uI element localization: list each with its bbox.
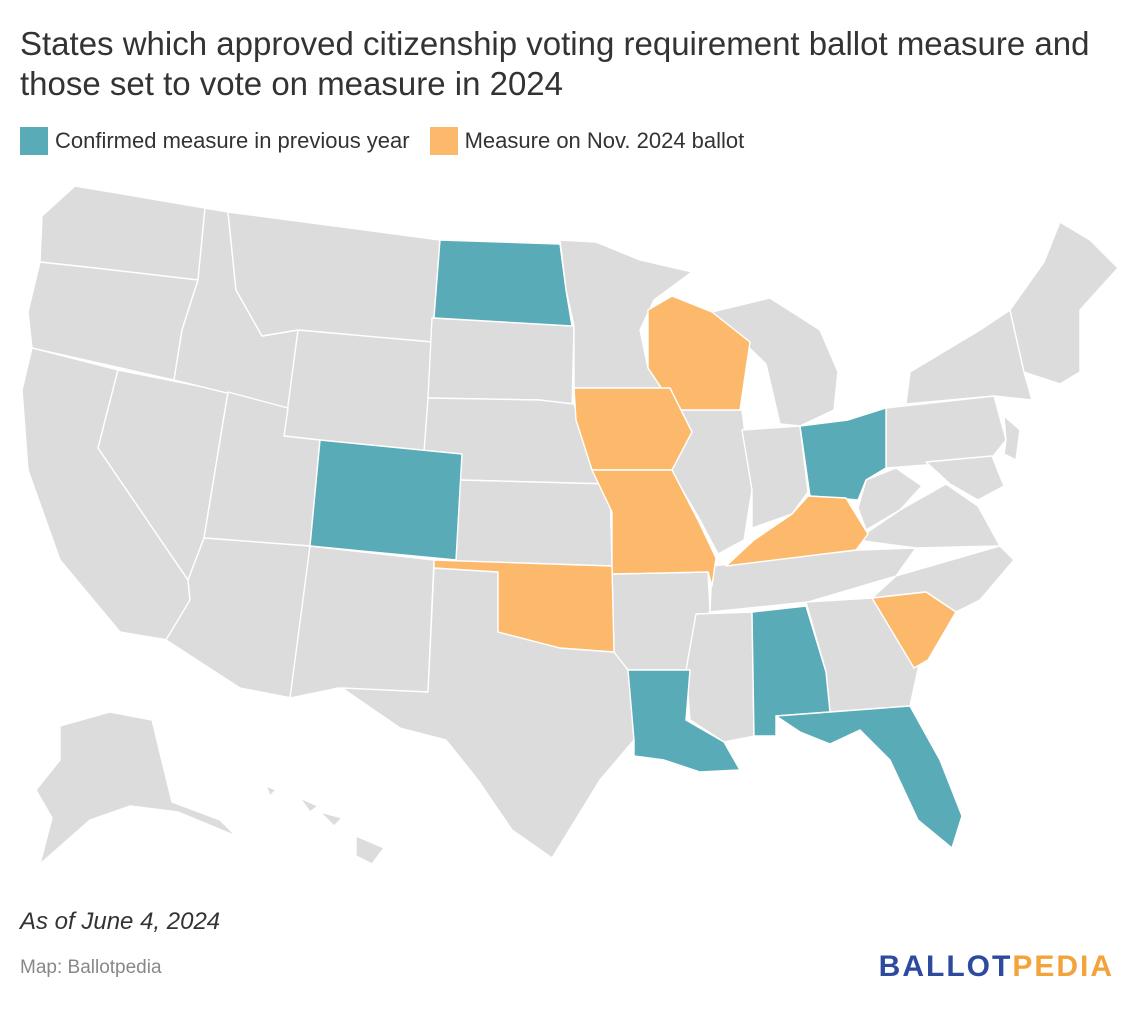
legend-item-confirmed: Confirmed measure in previous year xyxy=(20,127,410,155)
us-map xyxy=(21,185,1119,865)
state-new-england xyxy=(1009,221,1119,385)
state-maryland xyxy=(925,455,1005,501)
state-montana xyxy=(227,211,441,343)
state-west-virginia xyxy=(857,467,923,531)
source-credit: Map: Ballotpedia xyxy=(20,957,162,978)
state-hawaii-d xyxy=(265,785,277,797)
legend-label-confirmed: Confirmed measure in previous year xyxy=(55,128,410,153)
legend-swatch-confirmed xyxy=(20,127,48,155)
legend-label-ballot: Measure on Nov. 2024 ballot xyxy=(464,128,745,153)
state-alaska xyxy=(35,711,237,865)
state-north-dakota xyxy=(433,239,573,327)
state-mississippi xyxy=(685,611,755,743)
state-kentucky xyxy=(725,495,869,567)
map-title: States which approved citizenship voting… xyxy=(20,25,1090,102)
state-minnesota xyxy=(559,239,693,389)
state-hawaii-a xyxy=(299,797,319,813)
state-michigan xyxy=(711,297,839,427)
logo-part-ballot: BALLOT xyxy=(878,950,1013,983)
state-wyoming xyxy=(283,329,433,453)
as-of-date-note: As of June 4, 2024 xyxy=(20,908,221,935)
state-colorado xyxy=(309,439,463,561)
state-wisconsin xyxy=(647,295,751,411)
state-new-mexico xyxy=(289,545,435,699)
state-hawaii-b xyxy=(319,811,343,827)
legend-swatch-ballot xyxy=(429,127,458,155)
state-hawaii-c xyxy=(355,835,385,865)
state-south-dakota xyxy=(427,317,575,411)
state-new-jersey xyxy=(1003,415,1021,461)
legend: Confirmed measure in previous year Measu… xyxy=(20,126,764,156)
ballotpedia-logo: BALLOTPEDIA xyxy=(879,950,1114,984)
state-missouri xyxy=(591,469,717,587)
state-louisiana xyxy=(627,669,741,773)
state-kansas xyxy=(453,479,613,567)
state-new-york xyxy=(905,309,1033,405)
state-iowa xyxy=(573,387,693,471)
state-south-carolina xyxy=(871,591,957,669)
logo-part-pedia: PEDIA xyxy=(1012,950,1114,983)
state-florida xyxy=(775,705,963,849)
legend-item-ballot: Measure on Nov. 2024 ballot xyxy=(429,127,745,155)
state-oklahoma xyxy=(433,559,615,653)
